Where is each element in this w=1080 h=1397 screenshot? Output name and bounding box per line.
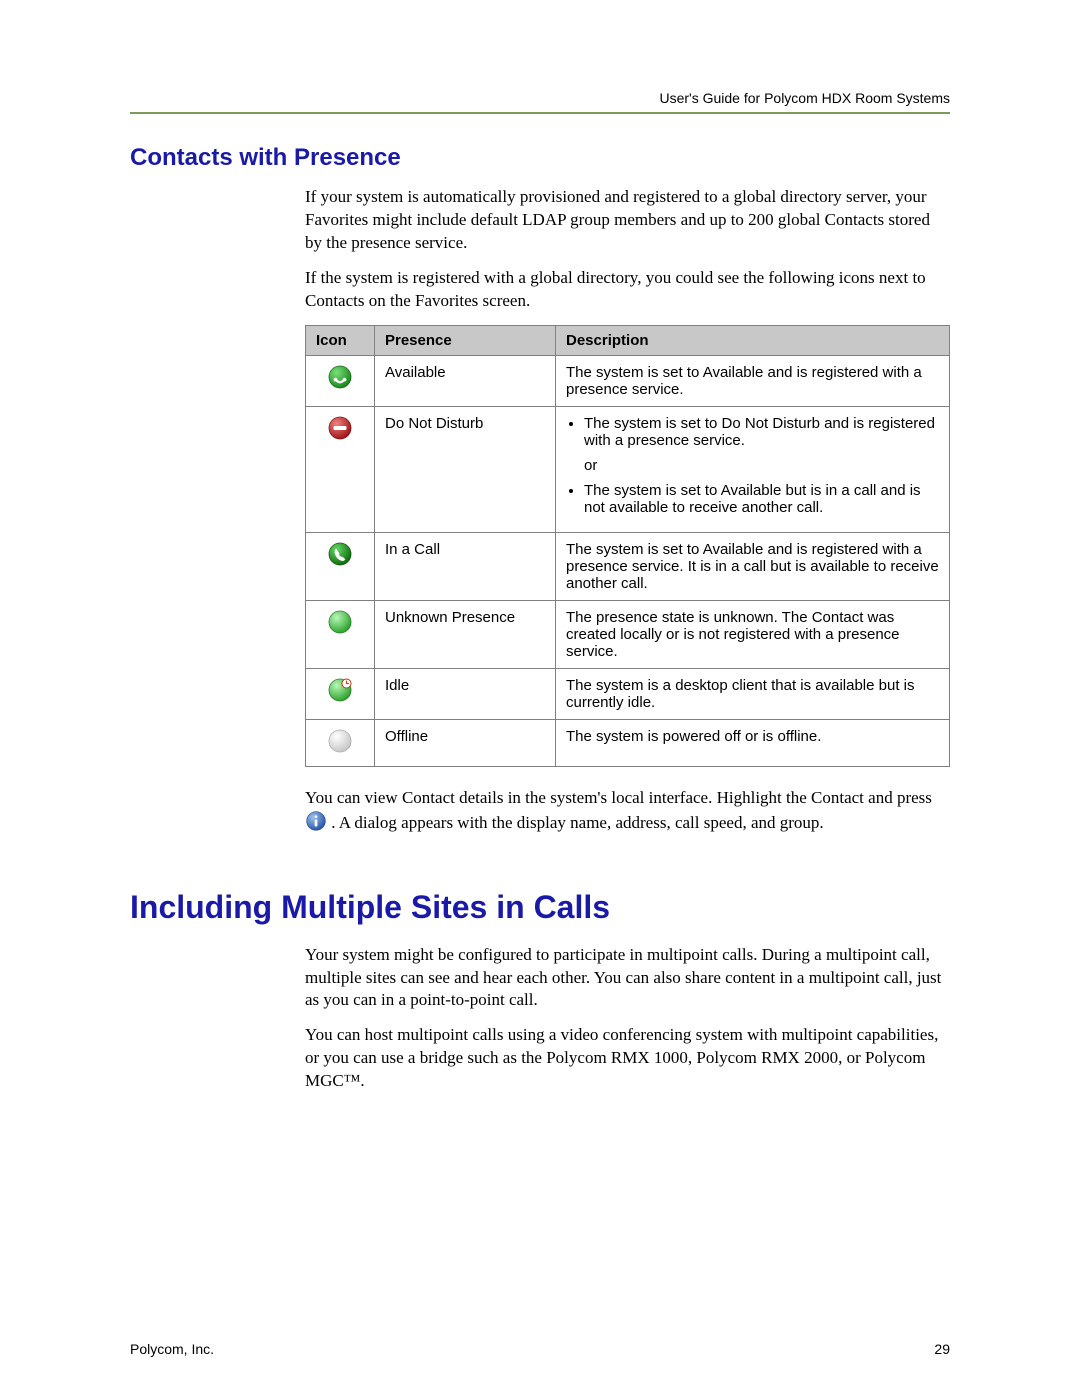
content-indent: If your system is automatically provisio… (305, 186, 950, 839)
cell-icon (306, 719, 375, 766)
unknown-icon (327, 609, 353, 635)
footer-page-number: 29 (934, 1341, 950, 1357)
footer-company: Polycom, Inc. (130, 1341, 214, 1357)
cell-description: The system is set to Available and is re… (556, 355, 950, 406)
col-description: Description (556, 325, 950, 355)
para-1: If your system is automatically provisio… (305, 186, 950, 255)
cell-icon (306, 355, 375, 406)
dnd-bullet-1: The system is set to Do Not Disturb and … (584, 415, 939, 449)
dnd-bullet-2: The system is set to Available but is in… (584, 482, 939, 516)
row-idle: Idle The system is a desktop client that… (306, 668, 950, 719)
cell-description: The system is set to Do Not Disturb and … (556, 406, 950, 532)
dnd-bullets-2: The system is set to Available but is in… (566, 482, 939, 516)
info-icon (305, 810, 327, 839)
cell-presence: In a Call (375, 532, 556, 600)
cell-description: The system is set to Available and is re… (556, 532, 950, 600)
table-header-row: Icon Presence Description (306, 325, 950, 355)
col-icon: Icon (306, 325, 375, 355)
page-footer: Polycom, Inc. 29 (130, 1341, 950, 1357)
cell-icon (306, 406, 375, 532)
section-heading-contacts: Contacts with Presence (130, 144, 950, 172)
incall-icon (327, 541, 353, 567)
presence-table: Icon Presence Description (305, 325, 950, 767)
row-unknown: Unknown Presence The presence state is u… (306, 600, 950, 668)
dnd-icon (327, 415, 353, 441)
cell-description: The system is a desktop client that is a… (556, 668, 950, 719)
offline-icon (327, 728, 353, 754)
cell-description: The system is powered off or is offline. (556, 719, 950, 766)
header-rule (130, 112, 950, 114)
idle-icon (327, 677, 353, 703)
para-2: If the system is registered with a globa… (305, 267, 950, 313)
page: User's Guide for Polycom HDX Room System… (0, 0, 1080, 1397)
cell-description: The presence state is unknown. The Conta… (556, 600, 950, 668)
dnd-or: or (566, 457, 939, 474)
col-presence: Presence (375, 325, 556, 355)
post-table-para: You can view Contact details in the syst… (305, 787, 950, 839)
cell-icon (306, 600, 375, 668)
cell-icon (306, 668, 375, 719)
row-dnd: Do Not Disturb The system is set to Do N… (306, 406, 950, 532)
post-pre: You can view Contact details in the syst… (305, 788, 932, 807)
header-doc-title: User's Guide for Polycom HDX Room System… (130, 90, 950, 106)
post-post: . A dialog appears with the display name… (331, 813, 823, 832)
dnd-bullets: The system is set to Do Not Disturb and … (566, 415, 939, 449)
mp-para-1: Your system might be configured to parti… (305, 944, 950, 1013)
section-heading-multipoint: Including Multiple Sites in Calls (130, 889, 950, 926)
cell-presence: Idle (375, 668, 556, 719)
content-indent-2: Your system might be configured to parti… (305, 944, 950, 1094)
cell-icon (306, 532, 375, 600)
cell-presence: Unknown Presence (375, 600, 556, 668)
row-available: Available The system is set to Available… (306, 355, 950, 406)
cell-presence: Offline (375, 719, 556, 766)
cell-presence: Available (375, 355, 556, 406)
mp-para-2: You can host multipoint calls using a vi… (305, 1024, 950, 1093)
row-offline: Offline The system is powered off or is … (306, 719, 950, 766)
cell-presence: Do Not Disturb (375, 406, 556, 532)
row-incall: In a Call The system is set to Available… (306, 532, 950, 600)
available-icon (327, 364, 353, 390)
